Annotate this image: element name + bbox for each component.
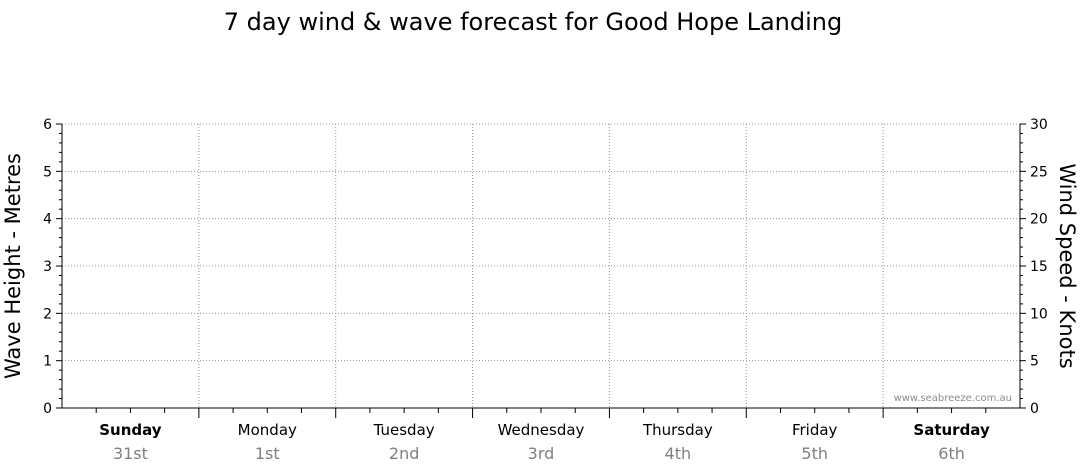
left-tick-label: 3 [43,259,52,275]
left-tick-label: 2 [43,306,52,322]
right-tick-label: 30 [1030,117,1048,133]
day-name-label: Tuesday [373,421,435,439]
left-tick-label: 5 [43,164,52,180]
day-date-label: 2nd [389,444,419,463]
day-labels: Sunday 31st Monday 1st Tuesday 2nd Wednesday 3r… [99,421,990,463]
day-date-label: 1st [255,444,280,463]
day-name-label: Wednesday [498,421,585,439]
right-tick-label: 20 [1030,212,1048,228]
left-axis-title: Wave Height - Metres [1,153,25,379]
left-tick-label: 6 [43,117,52,133]
day-separator-lines [198,124,884,408]
chart-title: 7 day wind & wave forecast for Good Hope… [224,8,842,36]
plot-area-border [62,124,1020,408]
grid-lines [62,123,1020,362]
right-tick-label: 5 [1030,354,1039,370]
left-tick-label: 4 [43,212,52,228]
right-tick-label: 15 [1030,259,1048,275]
watermark-text: www.seabreeze.com.au [894,393,1012,404]
right-axis-ticks: 0 5 10 15 20 25 30 [1020,117,1048,417]
right-tick-label: 0 [1030,401,1039,417]
day-name-label: Friday [792,421,838,439]
day-name-label: Monday [238,421,297,439]
left-axis-ticks: 0 1 2 3 4 5 6 [43,117,62,417]
day-date-label: 6th [938,444,965,463]
day-date-label: 31st [113,444,148,463]
day-date-label: 4th [665,444,692,463]
left-tick-label: 0 [43,401,52,417]
day-name-label: Sunday [99,421,162,439]
day-name-label: Thursday [642,421,713,439]
right-axis-title: Wind Speed - Knots [1055,163,1079,368]
day-date-label: 3rd [528,444,555,463]
left-tick-label: 1 [43,354,52,370]
right-tick-label: 10 [1030,306,1048,322]
right-tick-label: 25 [1030,164,1048,180]
day-date-label: 5th [801,444,828,463]
x-axis-ticks [95,408,987,418]
day-name-label: Saturday [913,421,990,439]
